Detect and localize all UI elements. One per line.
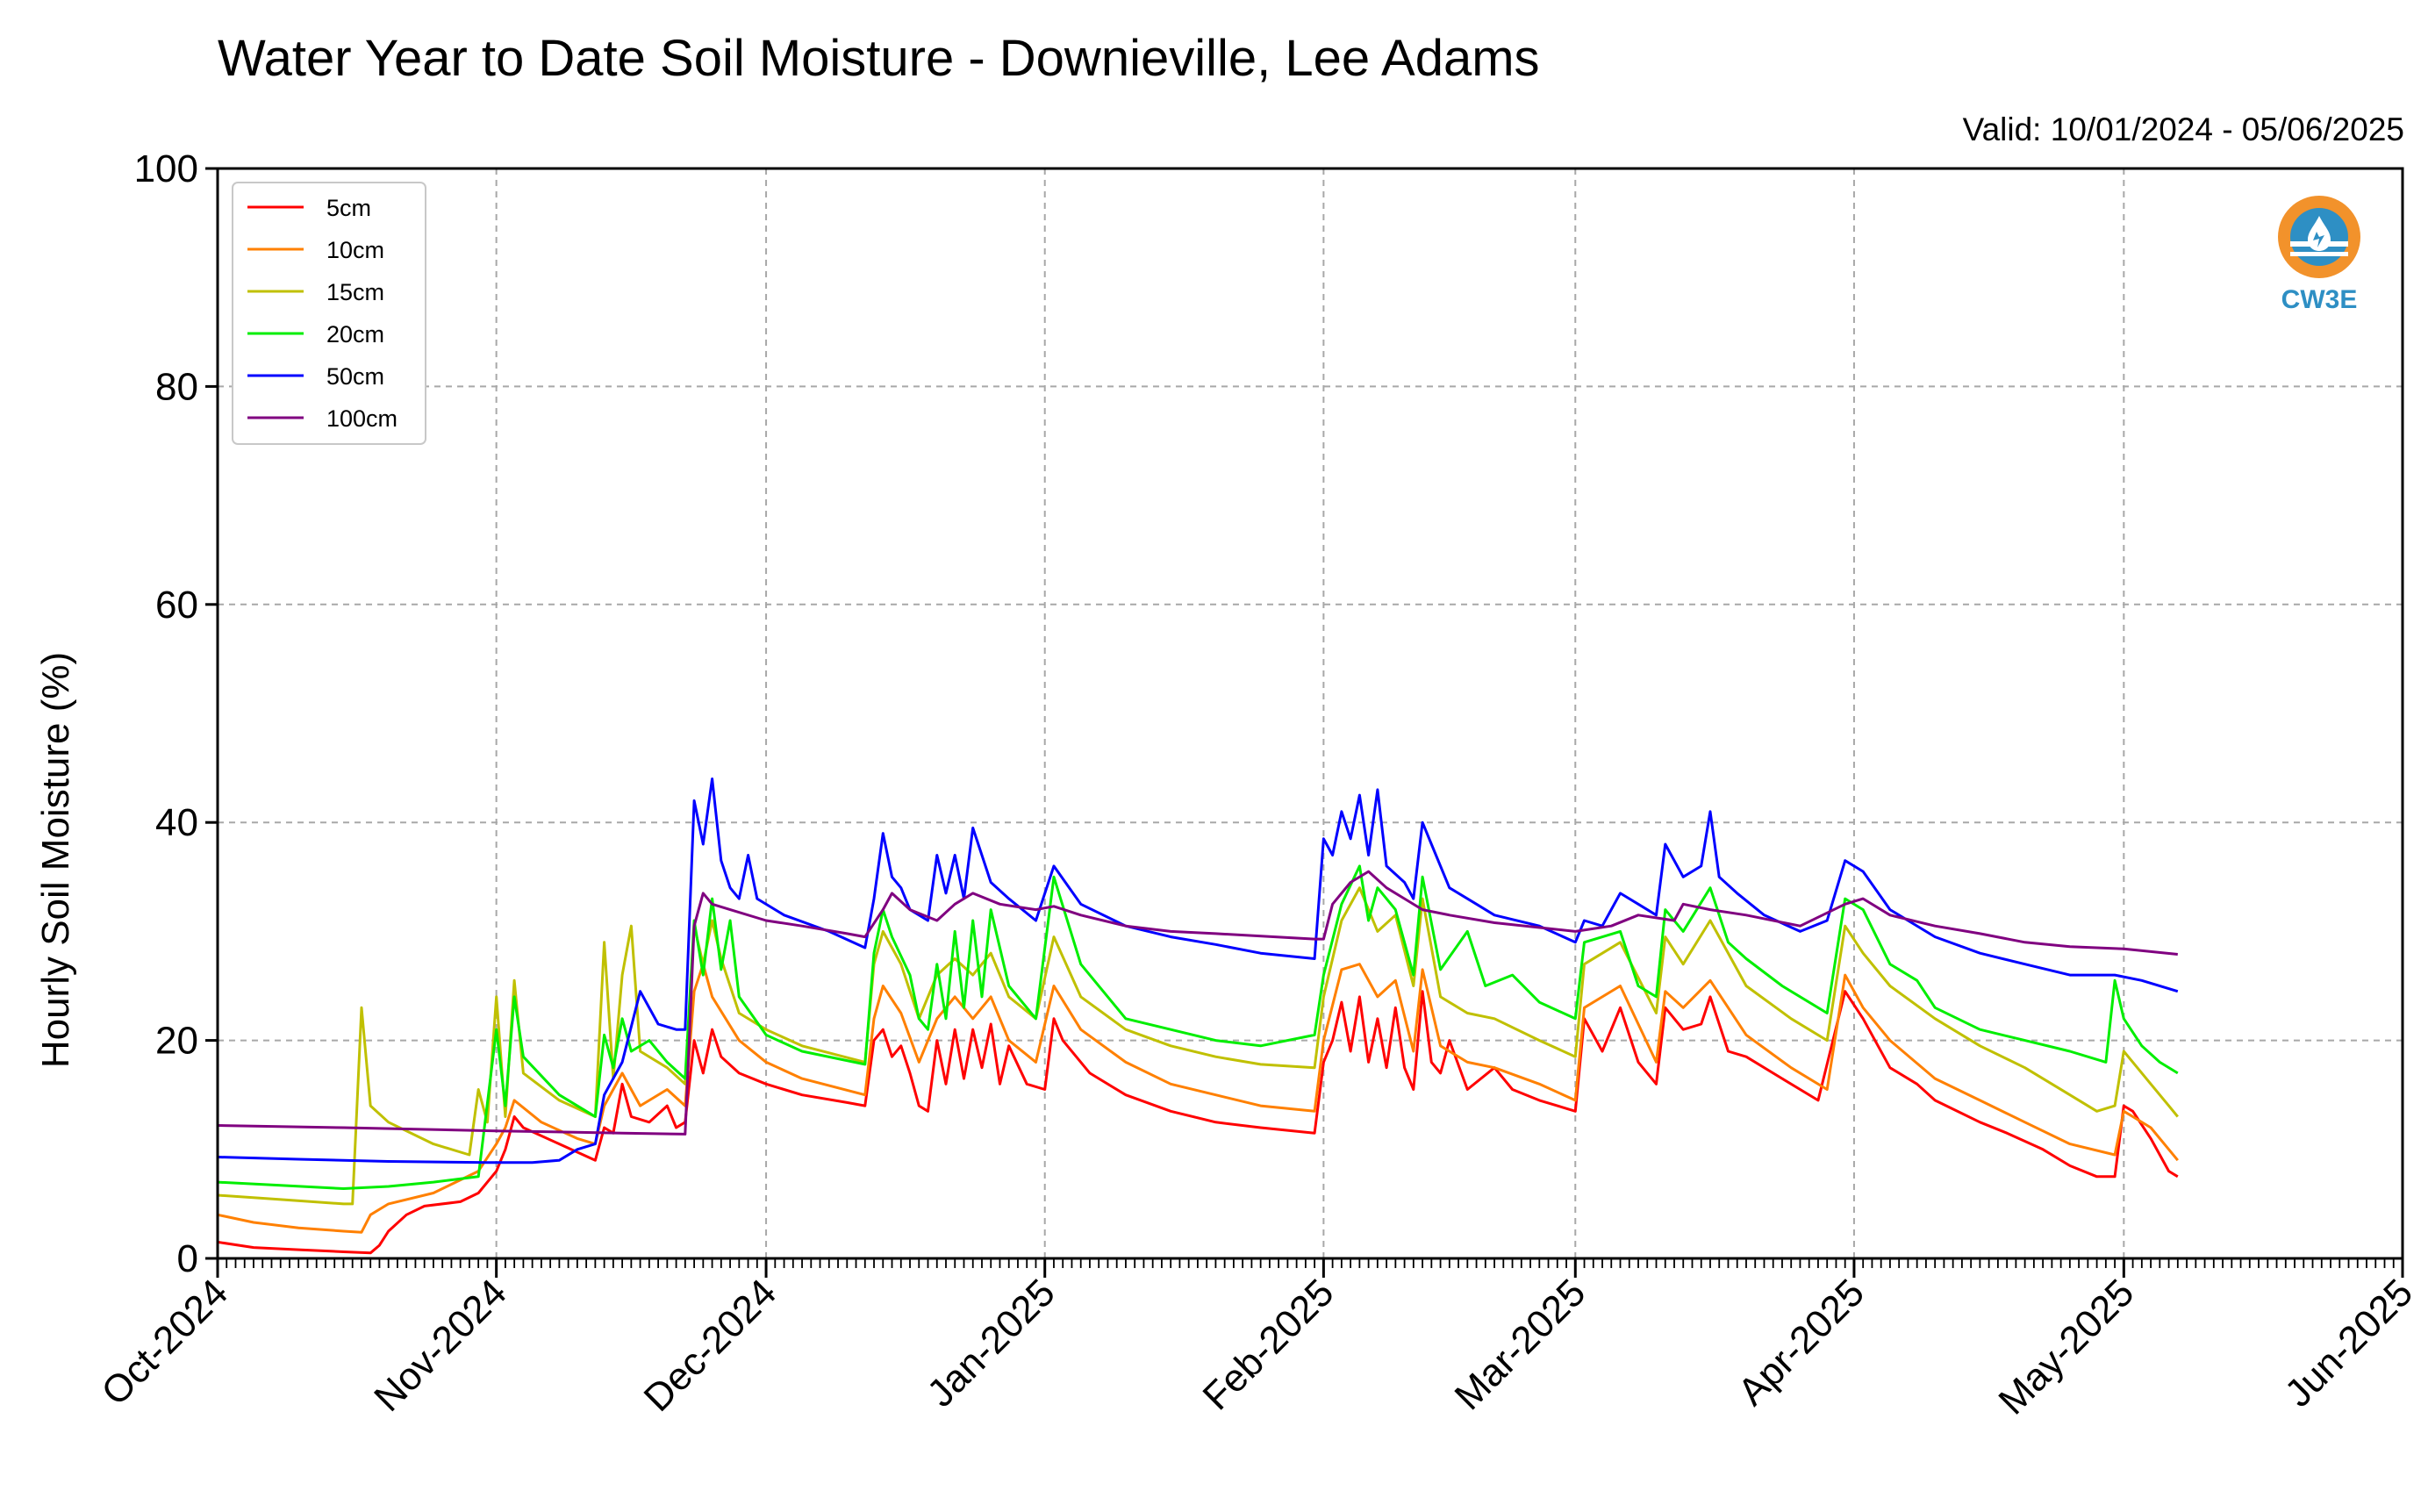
y-tick-label: 100 <box>134 147 198 190</box>
legend: 5cm 10cm 15cm 20cm 50cm 100cm <box>232 182 426 445</box>
x-tick-label: Nov-2024 <box>366 1271 515 1420</box>
legend-label: 5cm <box>326 195 371 221</box>
legend-label: 15cm <box>326 279 384 305</box>
series-line-20cm <box>217 864 2179 1190</box>
legend-label: 100cm <box>326 405 398 432</box>
legend-label: 50cm <box>326 363 384 390</box>
series-lines <box>217 777 2179 1255</box>
series-line-50cm <box>217 777 2179 1164</box>
y-axis-label: Hourly Soil Moisture (%) <box>34 652 77 1068</box>
grid-lines <box>217 168 2403 1259</box>
y-tick-label: 0 <box>177 1237 198 1280</box>
x-tick-label: May-2025 <box>1990 1271 2142 1422</box>
y-tick-labels: 0 20 40 60 80 100 <box>134 147 198 1280</box>
x-tick-label: Apr-2025 <box>1730 1271 1873 1414</box>
axes <box>205 167 2404 1278</box>
y-tick-label: 20 <box>155 1020 198 1063</box>
legend-label: 10cm <box>326 237 384 263</box>
plot-frame <box>216 167 2404 1260</box>
y-tick-label: 60 <box>155 584 198 627</box>
series-line-15cm <box>217 886 2179 1206</box>
logo-text: CW3E <box>2281 285 2358 314</box>
series-line-10cm <box>217 963 2179 1234</box>
y-tick-label: 40 <box>155 801 198 844</box>
x-tick-labels: Oct-2024 Nov-2024 Dec-2024 Jan-2025 Feb-2025… <box>93 1271 2421 1422</box>
y-tick-label: 80 <box>155 365 198 408</box>
x-tick-label: Mar-2025 <box>1447 1271 1594 1418</box>
x-tick-label: Jan-2025 <box>919 1271 1063 1415</box>
x-tick-label: Dec-2024 <box>636 1271 785 1420</box>
legend-label: 20cm <box>326 321 384 348</box>
x-tick-label: Jun-2025 <box>2277 1271 2421 1415</box>
x-tick-label: Feb-2025 <box>1195 1271 1343 1418</box>
cw3e-logo: CW3E <box>2278 196 2360 314</box>
chart-subtitle: Valid: 10/01/2024 - 05/06/2025 <box>1963 111 2404 147</box>
series-line-100cm <box>217 870 2178 1136</box>
chart-title: Water Year to Date Soil Moisture - Downi… <box>218 30 1540 87</box>
water-drop-icon <box>2308 216 2331 251</box>
x-tick-label: Oct-2024 <box>93 1271 236 1414</box>
